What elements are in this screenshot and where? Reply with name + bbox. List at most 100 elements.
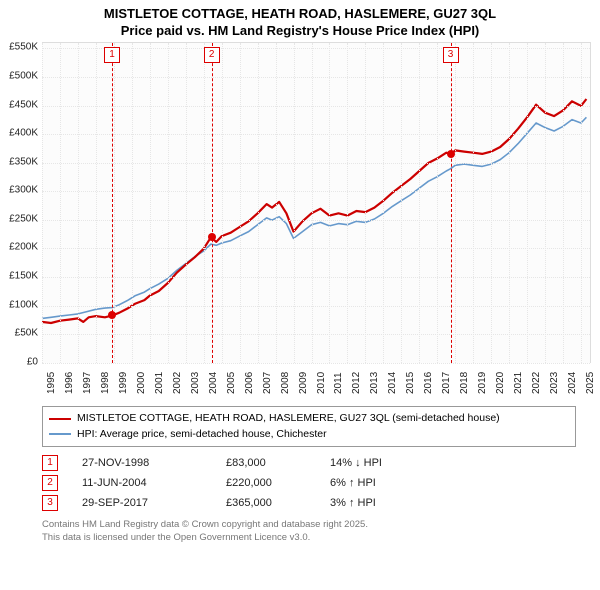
y-tick-label: £350K [9,156,38,167]
gridline-v [42,43,43,363]
legend-swatch [49,418,71,420]
x-tick-label: 2022 [531,372,542,394]
gridline-v [312,43,313,363]
footer-line-2: This data is licensed under the Open Gov… [42,532,592,544]
x-tick-label: 2016 [423,372,434,394]
gridline-v [222,43,223,363]
sales-table: 1 27-NOV-1998 £83,000 14% ↓ HPI 2 11-JUN-2004… [42,453,592,513]
x-tick-label: 2001 [154,372,165,394]
sales-row-price: £83,000 [226,457,306,469]
sales-row-delta: 14% ↓ HPI [330,457,430,469]
x-tick-label: 2015 [405,372,416,394]
sale-marker-dot [447,150,455,158]
x-tick-label: 2019 [477,372,488,394]
x-tick-label: 2000 [136,372,147,394]
sales-row-price: £365,000 [226,497,306,509]
gridline-h [42,134,590,135]
x-tick-label: 2011 [333,372,344,394]
y-tick-label: £550K [9,42,38,53]
gridline-v [60,43,61,363]
footer-line-1: Contains HM Land Registry data © Crown c… [42,519,592,531]
gridline-v [96,43,97,363]
sales-row-price: £220,000 [226,477,306,489]
y-tick-label: £500K [9,71,38,82]
gridline-h [42,306,590,307]
gridline-h [42,220,590,221]
gridline-v [294,43,295,363]
x-tick-label: 2012 [351,372,362,394]
sale-marker-dot [208,233,216,241]
gridline-v [347,43,348,363]
x-tick-label: 2002 [172,372,183,394]
x-tick-label: 1997 [82,372,93,394]
x-tick-label: 2006 [244,372,255,394]
gridline-v [150,43,151,363]
y-tick-label: £100K [9,299,38,310]
gridline-v [78,43,79,363]
gridline-h [42,163,590,164]
x-tick-label: 2021 [513,372,524,394]
sale-marker-badge: 3 [443,47,459,63]
sales-row-badge: 2 [42,475,58,491]
x-tick-label: 1998 [100,372,111,394]
y-tick-label: £450K [9,99,38,110]
y-tick-label: £150K [9,271,38,282]
legend-label: MISTLETOE COTTAGE, HEATH ROAD, HASLEMERE… [77,411,500,427]
x-tick-label: 1999 [118,372,129,394]
gridline-v [401,43,402,363]
x-tick-label: 2018 [459,372,470,394]
x-tick-label: 1995 [46,372,57,394]
gridline-h [42,277,590,278]
x-axis-labels: 1995199619971998199920002001200220032004… [42,364,590,402]
gridline-v [365,43,366,363]
gridline-h [42,334,590,335]
chart-container: MISTLETOE COTTAGE, HEATH ROAD, HASLEMERE… [0,0,600,544]
gridline-v [527,43,528,363]
sales-row: 2 11-JUN-2004 £220,000 6% ↑ HPI [42,473,592,493]
gridline-h [42,248,590,249]
legend-label: HPI: Average price, semi-detached house,… [77,427,327,443]
x-tick-label: 2010 [316,372,327,394]
gridline-h [42,77,590,78]
gridline-v [240,43,241,363]
x-tick-label: 2023 [549,372,560,394]
y-tick-label: £250K [9,213,38,224]
sales-row: 1 27-NOV-1998 £83,000 14% ↓ HPI [42,453,592,473]
footer: Contains HM Land Registry data © Crown c… [42,519,592,544]
series-subject [42,99,586,323]
gridline-v [132,43,133,363]
legend-row: MISTLETOE COTTAGE, HEATH ROAD, HASLEMERE… [49,411,569,427]
series-hpi [42,117,586,318]
legend-row: HPI: Average price, semi-detached house,… [49,427,569,443]
gridline-v [509,43,510,363]
gridline-v [437,43,438,363]
gridline-v [383,43,384,363]
x-tick-label: 2025 [585,372,596,394]
x-tick-label: 2004 [208,372,219,394]
gridline-v [563,43,564,363]
title-block: MISTLETOE COTTAGE, HEATH ROAD, HASLEMERE… [0,0,600,42]
gridline-v [276,43,277,363]
sales-row-badge: 1 [42,455,58,471]
gridline-v [258,43,259,363]
x-tick-label: 2008 [280,372,291,394]
y-tick-label: £0 [27,356,38,367]
x-tick-label: 2014 [387,372,398,394]
sale-marker-line [451,43,452,363]
gridline-v [581,43,582,363]
sales-row-date: 27-NOV-1998 [82,457,202,469]
gridline-v [329,43,330,363]
x-tick-label: 2013 [369,372,380,394]
title-line-2: Price paid vs. HM Land Registry's House … [0,23,600,40]
sales-row-date: 11-JUN-2004 [82,477,202,489]
sales-row: 329-SEP-2017£365,0003% ↑ HPI [42,493,592,513]
plot-area: 123 [42,42,591,363]
y-axis-labels: £0£50K£100K£150K£200K£250K£300K£350K£400… [0,42,42,362]
sale-marker-dot [108,311,116,319]
gridline-v [545,43,546,363]
x-tick-label: 2005 [226,372,237,394]
sales-row-delta: 6% ↑ HPI [330,477,430,489]
x-tick-label: 2020 [495,372,506,394]
gridline-v [455,43,456,363]
chart-area: £0£50K£100K£150K£200K£250K£300K£350K£400… [0,42,600,402]
